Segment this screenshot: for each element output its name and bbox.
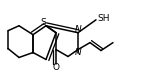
Text: S: S — [40, 18, 46, 27]
Text: N: N — [75, 25, 81, 34]
Text: N: N — [75, 48, 81, 57]
Text: O: O — [53, 63, 60, 72]
Text: SH: SH — [97, 14, 110, 23]
